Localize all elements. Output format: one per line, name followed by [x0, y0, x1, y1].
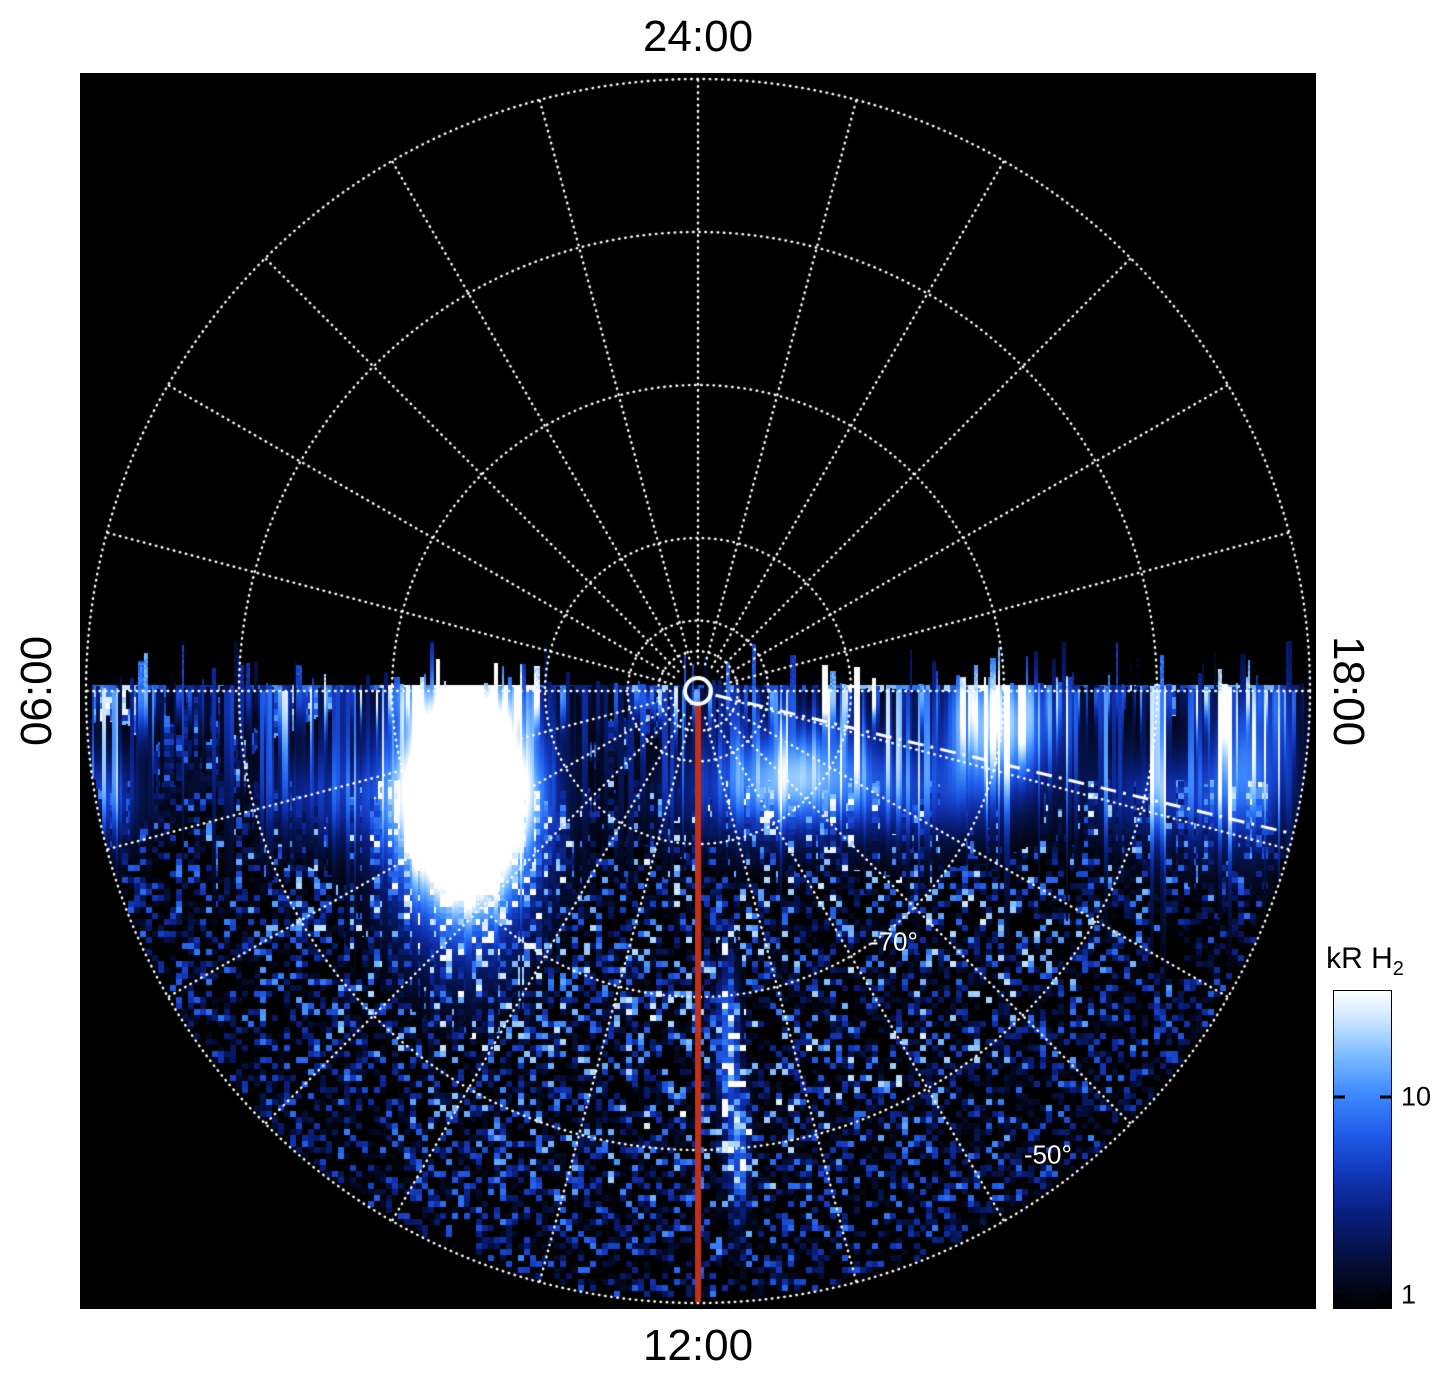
time-label-2400: 24:00	[642, 12, 754, 61]
colorbar-gradient-wrap: 10 1	[1333, 990, 1431, 1309]
colorbar-tick-label-10: 10	[1401, 1081, 1432, 1112]
time-label-1200: 12:00	[642, 1321, 754, 1370]
colorbar-tick-mark	[1380, 1095, 1391, 1099]
colorbar-tick-mark	[1334, 1293, 1345, 1297]
colorbar-title-subscript: 2	[1392, 958, 1404, 980]
polar-plot-area	[80, 73, 1316, 1309]
colorbar-tick-mark	[1334, 1095, 1345, 1099]
latitude-label-70: -70°	[869, 926, 918, 957]
colorbar-tick-mark	[1380, 1293, 1391, 1297]
time-label-1800: 18:00	[1324, 635, 1373, 747]
colorbar-gradient	[1333, 990, 1392, 1309]
colorbar-tick-label-1: 1	[1401, 1279, 1417, 1310]
colorbar-title: kR H2	[1326, 942, 1404, 981]
polar-heatmap-canvas	[80, 73, 1316, 1309]
colorbar-title-text: kR H	[1326, 942, 1393, 975]
latitude-label-50: -50°	[1023, 1139, 1072, 1170]
time-label-0600: 06:00	[12, 635, 61, 747]
colorbar: kR H2 10 1	[1326, 942, 1447, 1322]
